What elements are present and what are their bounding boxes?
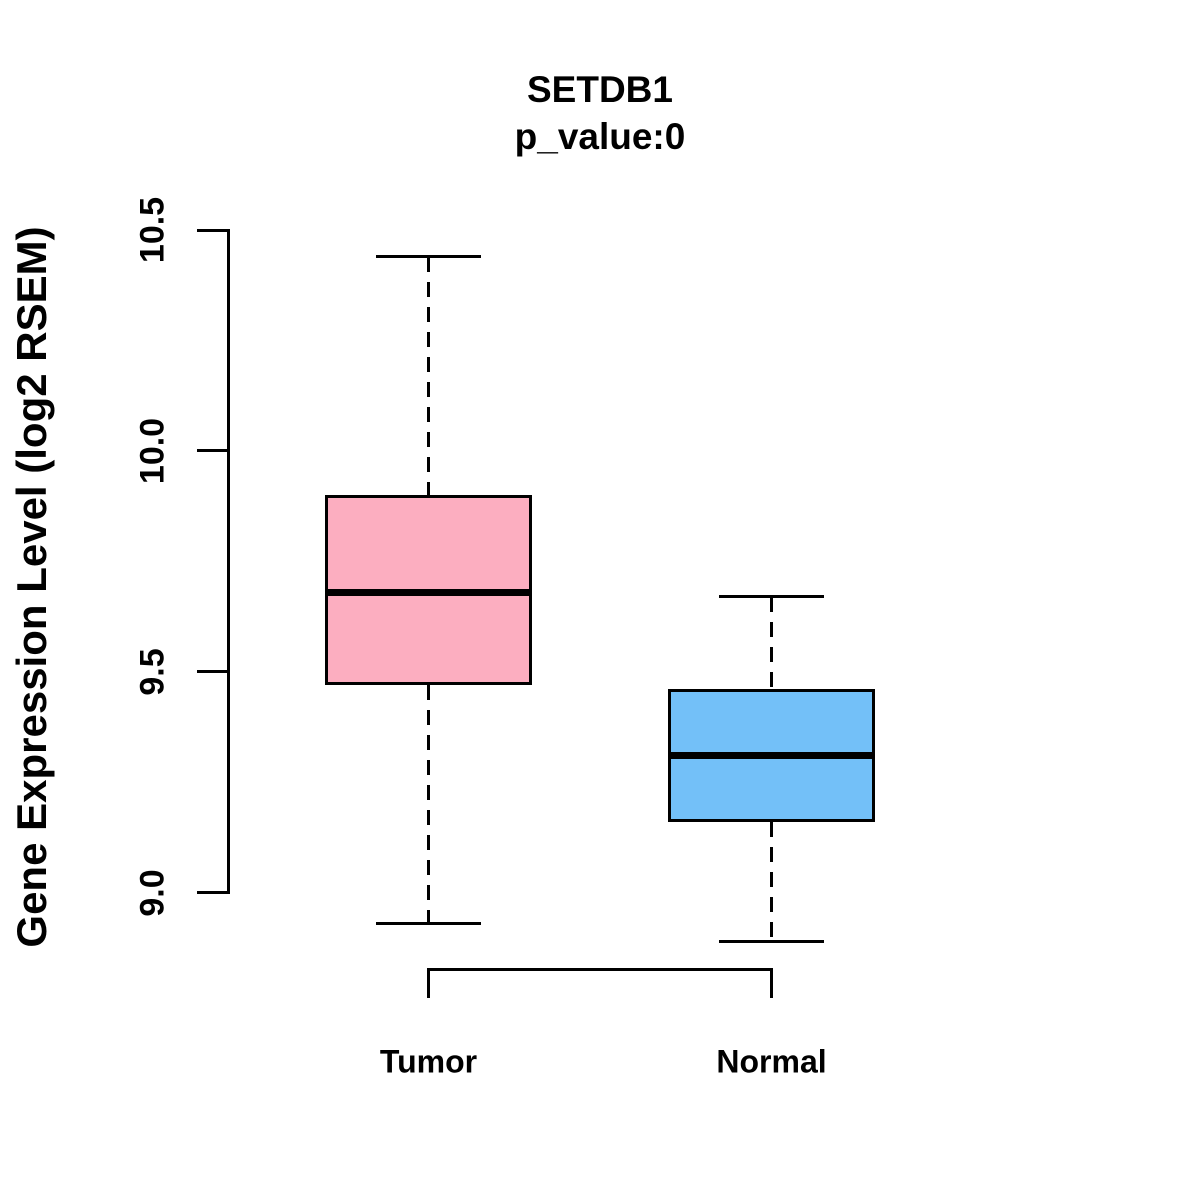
y-axis-tick (197, 891, 227, 895)
upper-whisker-tumor (427, 256, 430, 496)
chart-subtitle: p_value:0 (514, 116, 686, 157)
y-axis-tick-label: 10.0 (133, 417, 172, 484)
y-axis-tick (197, 228, 227, 232)
median-line-tumor (328, 588, 529, 596)
y-axis-tick-label: 9.5 (133, 648, 172, 696)
y-axis-tick (197, 670, 227, 674)
upper-whisker-cap-tumor (376, 255, 481, 258)
y-axis-tick-label: 9.0 (133, 869, 172, 917)
category-label-normal: Normal (716, 1043, 827, 1080)
upper-whisker-cap-normal (719, 595, 824, 599)
lower-whisker-cap-tumor (376, 922, 481, 926)
x-axis-bracket-tick-tumor (427, 969, 430, 998)
lower-whisker-tumor (427, 685, 430, 924)
y-axis-line (227, 228, 230, 895)
category-label-tumor: Tumor (379, 1043, 478, 1080)
chart-title: SETDB1 (527, 69, 673, 110)
y-axis-tick-label: 10.5 (133, 196, 172, 264)
median-line-normal (671, 752, 872, 760)
x-axis-bracket-tick-normal (770, 969, 773, 998)
lower-whisker-normal (770, 822, 773, 942)
x-axis-bracket (427, 967, 773, 971)
upper-whisker-normal (770, 596, 773, 690)
lower-whisker-cap-normal (719, 939, 824, 943)
y-axis-tick (197, 449, 227, 453)
